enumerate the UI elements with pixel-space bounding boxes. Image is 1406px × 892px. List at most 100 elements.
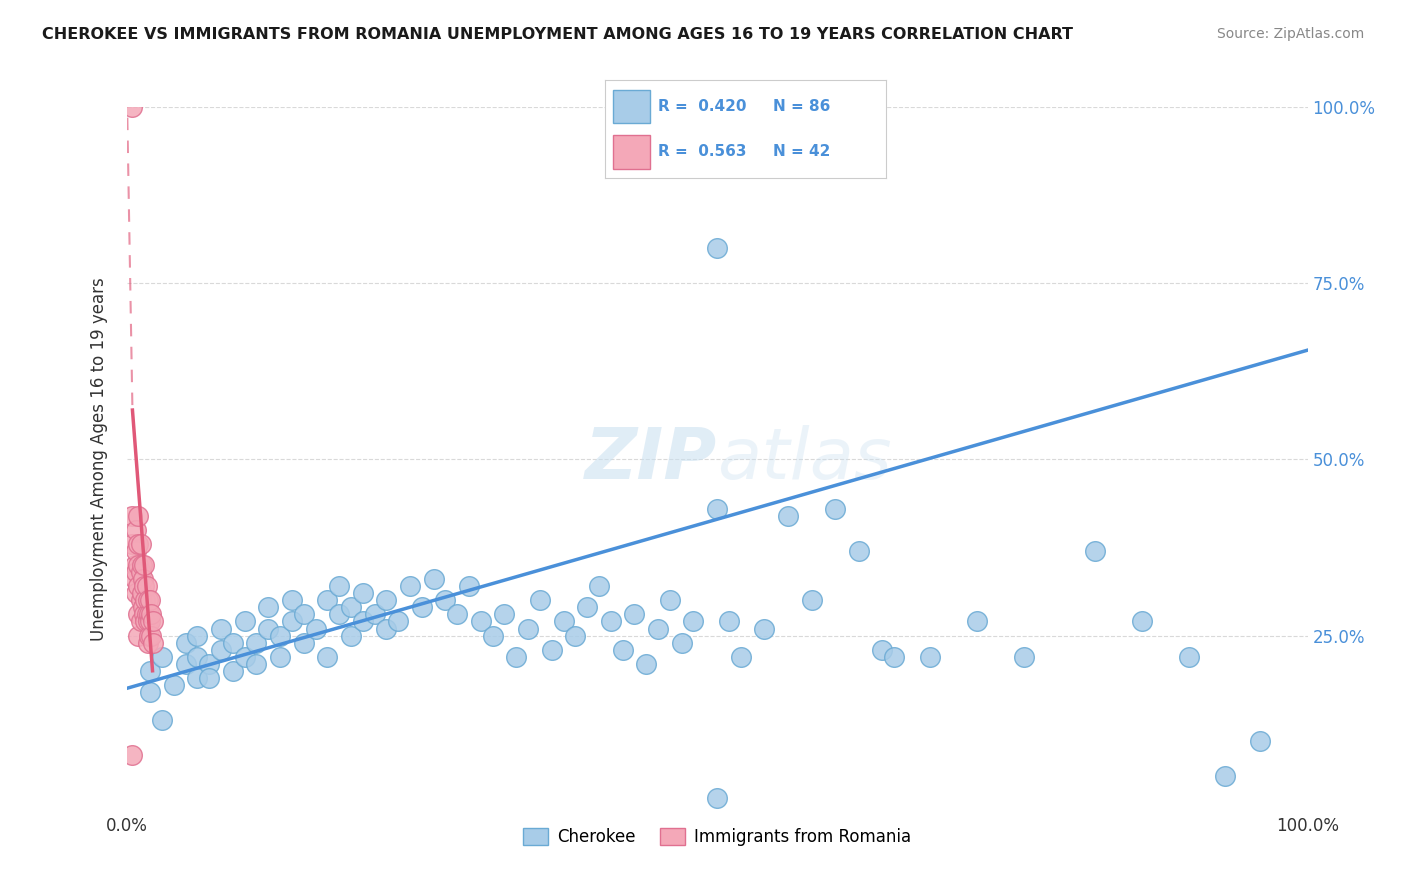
Point [599,615,621,629]
Point [269,649,291,664]
Point [883,649,905,664]
Point [233,649,256,664]
Point [706,501,728,516]
Point [257,600,280,615]
Point [132,572,155,586]
Point [800,593,823,607]
Point [434,593,457,607]
Point [134,579,156,593]
Point [124,572,146,586]
Point [848,544,870,558]
Point [135,607,157,622]
Point [529,593,551,607]
Point [138,607,160,622]
Point [281,615,304,629]
Point [422,572,444,586]
Point [717,615,740,629]
Legend: Cherokee, Immigrants from Romania: Cherokee, Immigrants from Romania [517,822,917,853]
Y-axis label: Unemployment Among Ages 16 to 19 years: Unemployment Among Ages 16 to 19 years [90,277,108,641]
Point [481,628,503,642]
Point [141,615,163,629]
Point [352,586,374,600]
Point [209,642,232,657]
Point [872,642,894,657]
Point [918,649,941,664]
Point [623,607,645,622]
Point [245,635,267,649]
Point [186,649,208,664]
Point [139,664,162,678]
Point [174,657,197,671]
Point [125,586,148,600]
Point [186,671,208,685]
Point [446,607,468,622]
Point [163,678,186,692]
Point [682,615,704,629]
Point [174,635,197,649]
Text: N = 42: N = 42 [773,145,831,160]
Point [141,607,163,622]
Text: R =  0.420: R = 0.420 [658,99,747,114]
Point [564,628,586,642]
Point [150,649,173,664]
Point [127,537,149,551]
Point [636,657,658,671]
Point [222,635,245,649]
Point [135,579,157,593]
Point [134,607,156,622]
Point [129,537,152,551]
Point [198,671,221,685]
Point [245,657,267,671]
Point [269,628,291,642]
Point [671,635,693,649]
Point [131,586,153,600]
Point [136,593,159,607]
Point [328,607,350,622]
Text: ZIP: ZIP [585,425,717,494]
Point [375,593,398,607]
Text: Source: ZipAtlas.com: Source: ZipAtlas.com [1216,27,1364,41]
Point [647,622,669,636]
Point [540,642,562,657]
Point [150,713,173,727]
Point [1178,649,1201,664]
Point [125,565,148,579]
Point [129,615,152,629]
Point [494,607,516,622]
Point [1249,734,1271,748]
Point [198,657,221,671]
Point [134,593,156,607]
Point [1130,615,1153,629]
Point [257,622,280,636]
Point [127,558,149,573]
Point [1213,769,1236,784]
Point [136,615,159,629]
Point [127,628,149,642]
Point [134,558,156,573]
Point [411,600,433,615]
FancyBboxPatch shape [613,136,650,169]
Point [316,593,339,607]
Point [127,607,149,622]
Point [121,508,143,523]
Point [209,622,232,636]
Point [292,607,315,622]
Point [363,607,385,622]
Point [139,593,162,607]
Text: N = 86: N = 86 [773,99,831,114]
Point [553,615,575,629]
Point [776,508,799,523]
Point [824,501,846,516]
Point [121,748,143,763]
Point [281,593,304,607]
Point [233,615,256,629]
Point [222,664,245,678]
Point [340,628,363,642]
Point [328,579,350,593]
Text: R =  0.563: R = 0.563 [658,145,747,160]
Point [139,615,162,629]
Point [141,635,163,649]
FancyBboxPatch shape [613,90,650,123]
Point [505,649,527,664]
Point [292,635,315,649]
